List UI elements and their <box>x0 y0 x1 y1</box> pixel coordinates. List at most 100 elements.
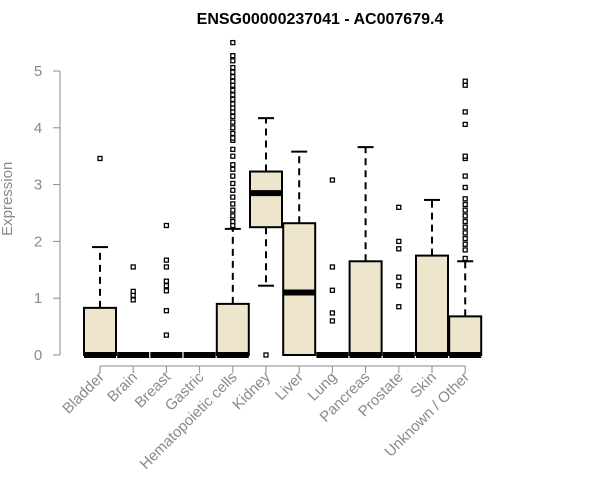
outlier-point <box>163 264 170 270</box>
outlier-point <box>230 39 236 46</box>
outlier-point <box>163 288 170 294</box>
outlier-point <box>230 74 236 80</box>
box <box>282 222 317 356</box>
outlier-point <box>329 264 336 270</box>
outlier-point <box>130 264 136 270</box>
outlier-point <box>462 196 468 202</box>
outlier-point <box>230 96 236 103</box>
outlier-point <box>230 101 236 107</box>
box-group <box>348 146 383 358</box>
outlier-point <box>230 58 236 64</box>
outlier-point <box>163 332 170 338</box>
y-tick-label: 2 <box>34 233 42 250</box>
outlier-point <box>462 247 468 253</box>
outlier-point <box>230 153 236 159</box>
outlier-point <box>230 194 236 200</box>
outlier-point <box>130 288 136 295</box>
outlier-point <box>163 308 170 314</box>
outlier-point <box>230 78 236 84</box>
outlier-point <box>396 283 402 289</box>
outlier-point <box>163 257 170 263</box>
box <box>415 254 449 357</box>
outlier-point <box>230 207 236 213</box>
box-group <box>249 117 283 358</box>
box <box>448 315 483 357</box>
box-group <box>83 155 117 358</box>
x-tick-label: Liver <box>272 369 307 404</box>
outlier-point <box>230 201 236 207</box>
outlier-point <box>462 218 468 225</box>
box-group <box>282 150 317 356</box>
outlier-point <box>462 184 468 191</box>
outlier-point <box>329 177 336 183</box>
box-group <box>215 39 250 358</box>
outlier-point <box>396 238 402 245</box>
outlier-point <box>462 235 468 242</box>
box-group <box>448 78 483 358</box>
box-group <box>117 264 150 358</box>
y-tick-label: 0 <box>34 347 42 364</box>
outlier-point <box>462 255 468 262</box>
outlier-point <box>329 287 336 293</box>
y-axis-label: Expression <box>0 162 16 236</box>
outlier-point <box>462 173 468 179</box>
outlier-point <box>230 135 236 141</box>
outlier-point <box>396 246 402 252</box>
box <box>249 170 283 229</box>
outlier-point <box>462 153 468 159</box>
box-group <box>150 222 183 358</box>
outlier-point <box>462 241 468 247</box>
outlier-point <box>230 187 236 193</box>
outlier-point <box>462 78 468 84</box>
outlier-point <box>163 283 170 289</box>
outlier-point <box>230 113 236 120</box>
outlier-point <box>329 310 336 316</box>
outlier-point <box>230 92 236 98</box>
plot-area <box>83 39 483 358</box>
outlier-point <box>230 218 236 225</box>
box <box>348 260 383 356</box>
y-axis: 0 1 2 3 4 5 <box>34 63 61 364</box>
box <box>215 302 250 357</box>
outlier-point <box>462 109 468 115</box>
outlier-point <box>396 204 402 210</box>
outlier-point <box>462 121 468 128</box>
outlier-point <box>263 352 269 358</box>
outlier-point <box>230 53 236 59</box>
outlier-point <box>462 230 468 236</box>
outlier-point <box>230 162 236 168</box>
x-tick-label: Kidney <box>229 368 274 413</box>
outlier-point <box>230 87 236 93</box>
outlier-point <box>230 69 236 75</box>
y-tick-label: 4 <box>34 120 42 137</box>
outlier-point <box>230 146 236 153</box>
outlier-point <box>230 166 236 172</box>
outlier-point <box>462 201 468 208</box>
outlier-point <box>230 64 236 71</box>
outlier-point <box>163 278 170 284</box>
x-tick-label: Bladder <box>59 369 108 418</box>
outlier-point <box>462 224 468 230</box>
outlier-point <box>163 222 170 229</box>
outlier-point <box>230 125 236 131</box>
outlier-point <box>230 180 236 187</box>
outlier-point <box>396 304 402 310</box>
box-group <box>415 198 449 358</box>
chart-title: ENSG00000237041 - AC007679.4 <box>197 11 444 28</box>
outlier-point <box>130 297 136 303</box>
y-tick-label: 5 <box>34 63 42 80</box>
box <box>83 306 117 356</box>
outlier-point <box>396 274 402 280</box>
outlier-point <box>462 207 468 213</box>
outlier-point <box>230 119 236 125</box>
outlier-point <box>462 213 468 219</box>
outlier-point <box>230 173 236 179</box>
outlier-point <box>329 318 336 324</box>
outlier-point <box>230 130 236 137</box>
outlier-point <box>230 213 236 219</box>
y-tick-label: 3 <box>34 177 42 194</box>
outlier-point <box>97 155 103 162</box>
box-group <box>382 204 415 358</box>
